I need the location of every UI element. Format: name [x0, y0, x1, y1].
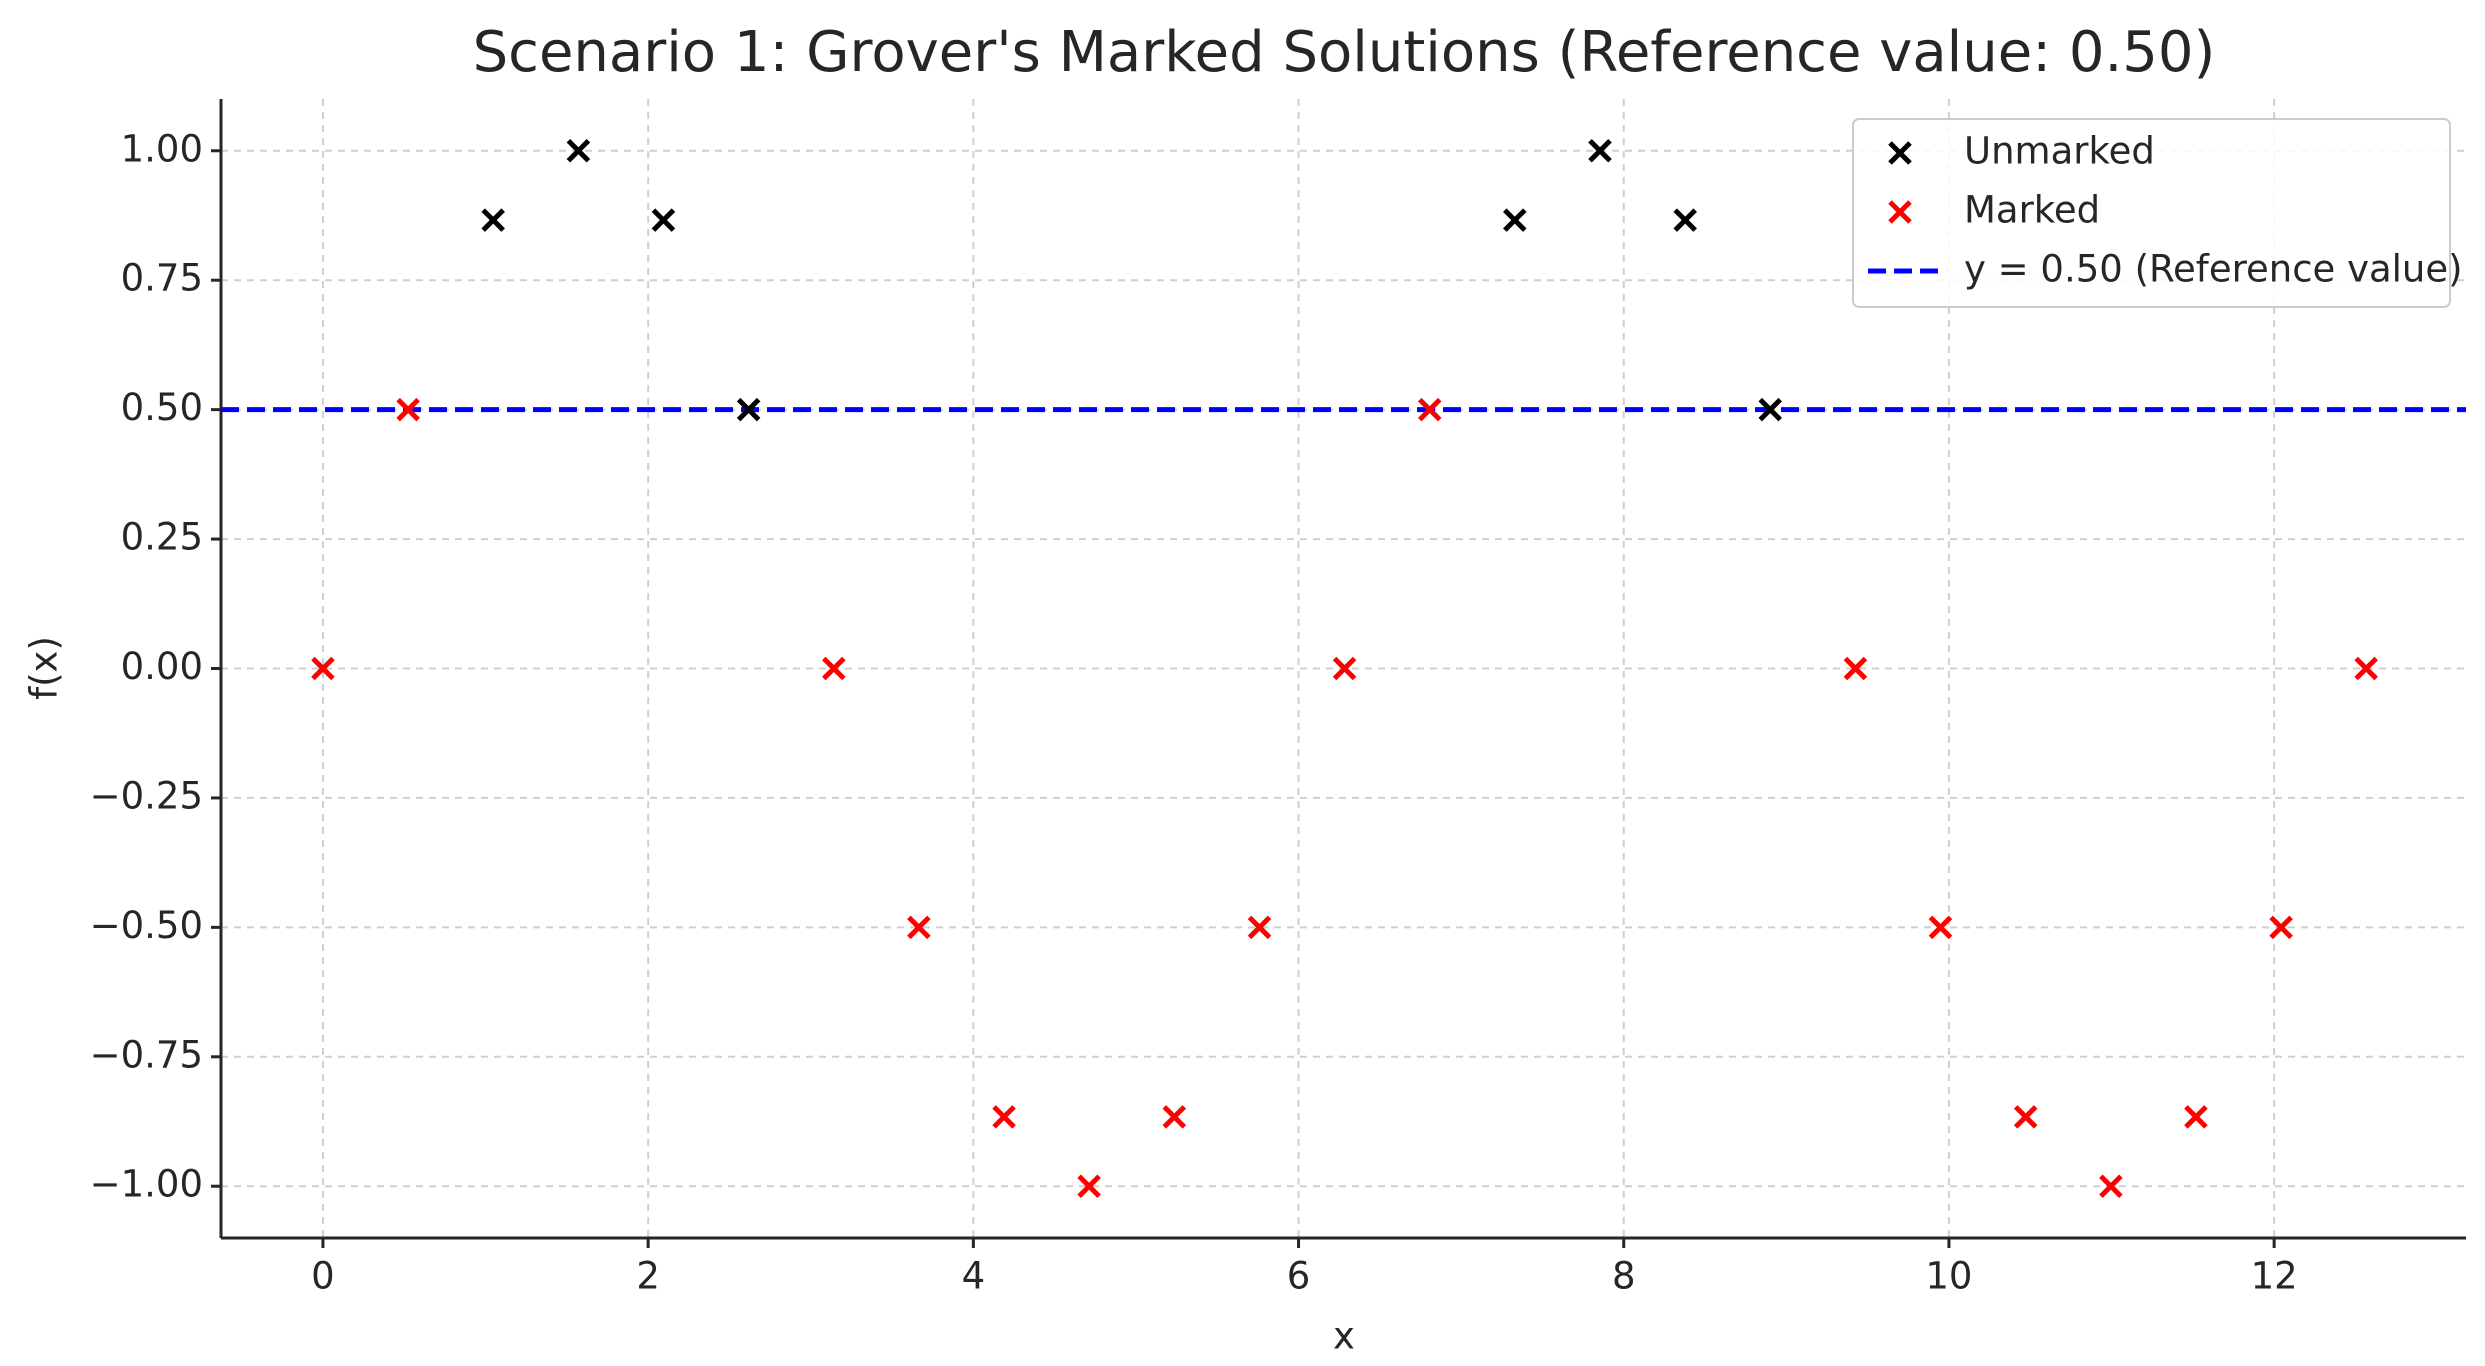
point	[566, 139, 591, 163]
y-tick-label: −0.25	[90, 774, 203, 817]
point	[907, 915, 931, 940]
point	[822, 656, 846, 681]
chart-title: Scenario 1: Grover's Marked Solutions (R…	[473, 20, 2216, 85]
point	[1077, 1174, 1101, 1198]
x-tick-label: 4	[962, 1255, 986, 1298]
legend-label: y = 0.50 (Reference value)	[1964, 248, 2463, 291]
y-tick-label: −0.50	[90, 904, 203, 947]
point	[1588, 139, 1612, 163]
point	[1247, 915, 1272, 940]
point	[736, 397, 761, 422]
point	[651, 208, 676, 232]
point	[396, 397, 420, 422]
point	[2269, 915, 2293, 940]
point	[992, 1105, 1016, 1129]
legend-label: Marked	[1964, 189, 2100, 232]
point	[1332, 656, 1357, 681]
point	[2354, 656, 2378, 681]
y-axis-label: f(x)	[23, 636, 66, 700]
legend-marker	[1888, 200, 1912, 224]
legend-marker	[1888, 141, 1912, 165]
x-axis-label: x	[1333, 1315, 1355, 1358]
point	[1928, 915, 1953, 940]
y-tick-label: −0.75	[90, 1033, 203, 1076]
point	[311, 656, 335, 681]
point	[1162, 1105, 1187, 1129]
x-tick-label: 8	[1612, 1255, 1636, 1298]
y-tick-label: 0.00	[121, 645, 203, 688]
legend-box	[1852, 118, 2451, 308]
x-tick-label: 10	[1925, 1255, 1972, 1298]
point	[2013, 1105, 2038, 1129]
point	[2184, 1105, 2208, 1129]
point	[1417, 397, 1442, 422]
x-tick-label: 2	[636, 1255, 660, 1298]
y-tick-label: 1.00	[121, 127, 203, 170]
point	[1673, 208, 1697, 232]
point	[1843, 656, 1868, 681]
point	[1758, 397, 1783, 422]
point	[1503, 208, 1527, 232]
x-tick-label: 12	[2251, 1255, 2298, 1298]
point	[2099, 1174, 2123, 1198]
point	[481, 208, 505, 232]
legend-label: Unmarked	[1964, 130, 2155, 173]
y-tick-label: 0.25	[121, 516, 203, 559]
y-tick-label: 0.75	[121, 257, 203, 300]
y-tick-label: −1.00	[90, 1163, 203, 1206]
x-tick-label: 6	[1287, 1255, 1311, 1298]
y-tick-label: 0.50	[121, 386, 203, 429]
x-tick-label: 0	[311, 1255, 335, 1298]
